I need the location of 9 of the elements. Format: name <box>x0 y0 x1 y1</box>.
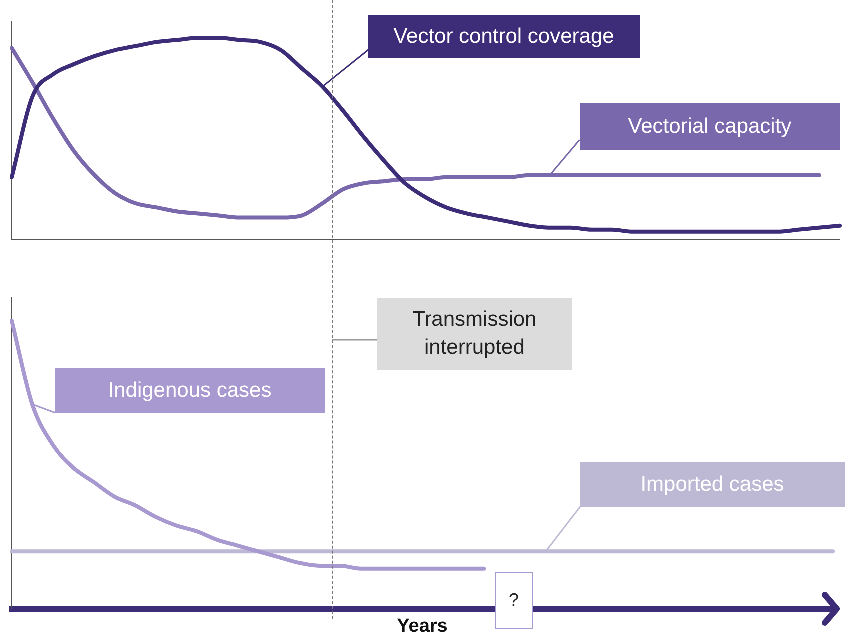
callout: Indigenous cases <box>32 368 325 413</box>
series-label: Vectorial capacity <box>580 103 840 150</box>
callout: Vector control coverage <box>322 15 640 87</box>
x-axis-title: Years <box>397 616 448 637</box>
callout: Transmission interrupted <box>332 298 572 370</box>
annotation: Transmission interrupted <box>377 298 572 370</box>
callout: Imported cases <box>546 462 845 552</box>
question-box: ? <box>495 572 533 630</box>
callout: Vectorial capacity <box>550 103 840 176</box>
